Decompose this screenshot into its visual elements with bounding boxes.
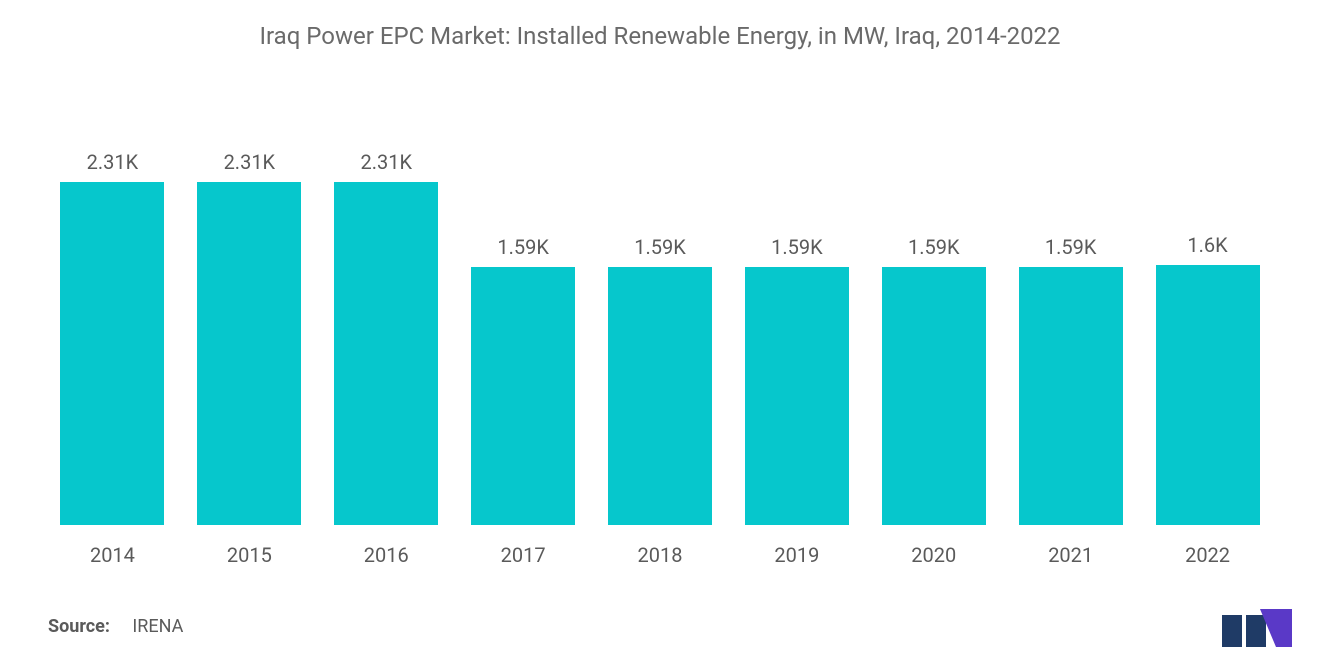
x-axis-label: 2019 xyxy=(728,543,865,567)
x-axis-label: 2018 xyxy=(592,543,729,567)
bar xyxy=(1156,265,1260,525)
chart-title: Iraq Power EPC Market: Installed Renewab… xyxy=(0,0,1320,50)
bar-value-label: 1.59K xyxy=(1045,235,1097,259)
bar-wrap: 1.59K xyxy=(455,150,592,525)
x-axis-label: 2020 xyxy=(865,543,1002,567)
bar-group: 2.31K xyxy=(318,150,455,525)
source-label: Source: xyxy=(48,616,110,637)
bar-wrap: 2.31K xyxy=(181,150,318,525)
bar-value-label: 2.31K xyxy=(224,150,276,174)
bar-value-label: 1.6K xyxy=(1187,233,1227,257)
bar-group: 2.31K xyxy=(181,150,318,525)
bar-wrap: 1.59K xyxy=(592,150,729,525)
bar-value-label: 1.59K xyxy=(634,235,686,259)
bar xyxy=(197,182,301,525)
bar-chart: 2.31K 2.31K 2.31K 1.59K 1.59K 1.59K 1.59K 1.59K… xyxy=(44,150,1276,525)
bar-wrap: 1.59K xyxy=(865,150,1002,525)
bar xyxy=(882,267,986,525)
bar-wrap: 1.59K xyxy=(1002,150,1139,525)
bar-wrap: 1.6K xyxy=(1139,150,1276,525)
source-attribution: Source: IRENA xyxy=(48,616,183,637)
bar-wrap: 1.59K xyxy=(728,150,865,525)
bar-group: 1.59K xyxy=(592,150,729,525)
source-value: IRENA xyxy=(132,616,183,637)
bar xyxy=(1019,267,1123,525)
bar-group: 2.31K xyxy=(44,150,181,525)
x-axis-label: 2016 xyxy=(318,543,455,567)
bar-group: 1.59K xyxy=(865,150,1002,525)
x-axis-label: 2014 xyxy=(44,543,181,567)
bar xyxy=(745,267,849,525)
bar-group: 1.59K xyxy=(455,150,592,525)
bar-group: 1.59K xyxy=(1002,150,1139,525)
bar xyxy=(608,267,712,525)
bar xyxy=(60,182,164,525)
bar-value-label: 1.59K xyxy=(497,235,549,259)
bar-value-label: 2.31K xyxy=(360,150,412,174)
bar-group: 1.6K xyxy=(1139,150,1276,525)
x-axis-label: 2022 xyxy=(1139,543,1276,567)
bar xyxy=(334,182,438,525)
bar-value-label: 1.59K xyxy=(771,235,823,259)
bar-wrap: 2.31K xyxy=(44,150,181,525)
x-axis-label: 2021 xyxy=(1002,543,1139,567)
bar-value-label: 2.31K xyxy=(87,150,139,174)
bar xyxy=(471,267,575,525)
bar-group: 1.59K xyxy=(728,150,865,525)
brand-logo-icon xyxy=(1222,609,1292,647)
bar-value-label: 1.59K xyxy=(908,235,960,259)
bar-wrap: 2.31K xyxy=(318,150,455,525)
x-axis-labels: 201420152016201720182019202020212022 xyxy=(44,543,1276,567)
x-axis-label: 2017 xyxy=(455,543,592,567)
x-axis-label: 2015 xyxy=(181,543,318,567)
